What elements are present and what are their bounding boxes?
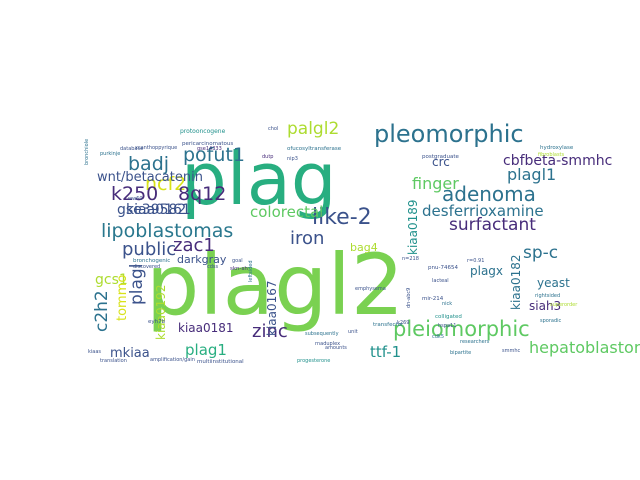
word-cdss: cdss: [207, 264, 219, 270]
word-cbfbeta-smmhc: ttf-1: [370, 343, 401, 361]
word-emphysema: emphysema: [355, 286, 386, 292]
word-skn-sh: skn-sh: [230, 266, 248, 272]
word-purkinje: purkinje: [100, 151, 120, 157]
word-rightsided: rightsided: [535, 293, 560, 299]
word-k269: k269: [397, 320, 409, 326]
word-zinc: c2h2: [92, 290, 112, 332]
word-discovered: discovered: [133, 264, 160, 270]
word-siah3: siah3: [529, 299, 561, 313]
word-plagl1: plagl1: [507, 165, 556, 184]
word-plagx: plagx: [470, 264, 503, 278]
word-8q12: 8q12: [178, 183, 226, 205]
word-n-218: n=218: [402, 256, 419, 262]
word-eyh7b: eyh7b: [148, 319, 166, 325]
word-r-0-91: r=0.91: [467, 258, 484, 264]
word-zac1: zac1: [173, 235, 215, 256]
word-iron: iron: [290, 228, 324, 249]
word-wnt-betacatenin: kiaa0161: [126, 202, 191, 218]
word-smmhc: smmhc: [502, 348, 521, 354]
word-kiaa0167: kiaa0167: [265, 280, 279, 336]
word-sporadic: sporadic: [540, 318, 562, 324]
word-ttf-1: zinc: [252, 321, 288, 342]
word-unit: unit: [348, 329, 358, 335]
word-darkgray: darkgray: [177, 253, 227, 266]
word-pleomorphic: pleomorphic: [374, 120, 524, 148]
word-gse14333: gse14333: [197, 146, 222, 152]
word-kiaas: kiaas: [88, 349, 101, 355]
word-postgraduate: postgraduate: [422, 154, 460, 160]
word-adenoma: adenoma: [442, 182, 536, 206]
word-pleiomorphic: pleiomorphic: [393, 317, 530, 341]
word-plagl: wnt/betacatenin: [97, 170, 203, 185]
word-c2h2: gcs1: [95, 272, 128, 288]
word-public: public: [122, 239, 176, 260]
word-pofut1: pofut1: [183, 144, 245, 166]
word-tommo: tommo: [115, 275, 130, 321]
word-kiaa0182: kiaa0182: [509, 254, 523, 310]
word-pnu-74654: pnu-74654: [428, 265, 458, 271]
cloud-area: [80, 121, 580, 371]
word-multiinstitutional: multiinstitutional: [197, 359, 244, 365]
word-amounts: amounts: [325, 345, 347, 351]
word-ww60: ww60: [128, 196, 143, 202]
word-kiaa0181: kiaa0181: [178, 321, 234, 335]
word-gse39582: cbfbeta-smmhc: [503, 153, 612, 169]
word-mkiaa: mkiaa: [110, 346, 150, 361]
word-bipartite: bipartite: [450, 350, 471, 356]
word-cdk5: cdk5: [432, 334, 444, 340]
word-ncf2: ncf2: [145, 173, 186, 195]
word-bronchogenic: bronchogenic: [133, 258, 170, 264]
word-protooncogene: protooncogene: [180, 128, 226, 135]
word-fibroblasts: fibroblasts: [538, 152, 565, 158]
word-colorectal: colorectal: [250, 203, 323, 221]
word-nip3: nip3: [287, 156, 298, 162]
word-xcanthoppyrique: xcanthoppyrique: [135, 145, 177, 151]
word-yeast: yeast: [537, 276, 570, 290]
word-palgl2: palgl2: [287, 119, 339, 139]
word-mir-214: mir-214: [422, 296, 444, 302]
word-hydroxylase: hydroxylase: [540, 145, 574, 151]
word-gcs1: gse39582: [117, 202, 186, 218]
word-k250: k250: [111, 183, 158, 205]
word-bag4: bag4: [350, 241, 378, 254]
word-crc: hepatoblastomas: [529, 338, 640, 357]
word-progesterone: progesterone: [297, 358, 330, 364]
word-plag1: plagl: [127, 264, 147, 305]
word-plagl2: plagl2: [146, 236, 404, 334]
word-goal: goal: [232, 258, 243, 264]
word-dn-abc9: dn-abc9: [406, 288, 412, 308]
word-surfactant: surfactant: [449, 215, 536, 235]
word-bronchiole: bronchiole: [84, 139, 90, 165]
word-colligated: colligated: [435, 314, 462, 320]
word-hepatoblastomas: plag1: [185, 341, 227, 359]
word-like-2: like-2: [312, 205, 372, 230]
word-ofucosyltransferase: ofucosyltransferase: [287, 146, 342, 152]
word-lipoblastomas: lipoblastomas: [101, 220, 233, 242]
word-plag: plag: [181, 137, 337, 221]
word-rnaduplex: rnaduplex: [315, 341, 340, 347]
word-badj: badj: [128, 153, 169, 175]
word-superorder: superorder: [550, 302, 578, 308]
word-translation: translation: [100, 358, 127, 364]
word-pericarcinomatous: pericarcinomatous: [182, 141, 233, 147]
word-transfector: transfector: [373, 322, 404, 328]
word-researchers: researchers: [460, 339, 490, 345]
word-amplification-gain: amplification/gain: [150, 357, 195, 363]
word-lacteal: lacteal: [432, 278, 449, 284]
word-chol: chol: [268, 126, 278, 132]
word-database: database: [120, 146, 143, 152]
word-leftsided: leftsided: [248, 260, 254, 282]
word-nick: nick: [442, 301, 452, 307]
word-kiaa0192: kiaa0192: [154, 284, 168, 340]
word-desferrioxamine: desferrioxamine: [422, 202, 544, 220]
word-kiaa0189: kiaa0189: [406, 199, 420, 255]
word-kiaa0161: crc: [432, 155, 450, 169]
word-finger: finger: [412, 174, 459, 193]
word-subsequently: subsequently: [305, 331, 339, 337]
word-sp-c: sp-c: [523, 243, 558, 263]
word-hspa11: hspa11: [438, 323, 456, 329]
word-dutp: dutp: [262, 154, 273, 160]
